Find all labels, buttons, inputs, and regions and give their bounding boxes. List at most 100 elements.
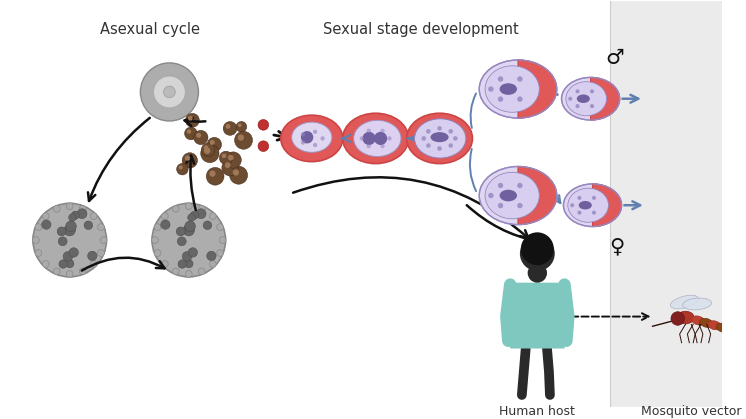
Polygon shape	[507, 283, 568, 349]
Circle shape	[188, 214, 195, 221]
Circle shape	[43, 261, 49, 267]
Polygon shape	[518, 166, 557, 225]
Circle shape	[79, 205, 86, 212]
Ellipse shape	[430, 132, 448, 142]
Circle shape	[570, 203, 574, 207]
Circle shape	[190, 211, 198, 219]
Circle shape	[161, 261, 168, 267]
Circle shape	[301, 140, 305, 145]
Circle shape	[201, 144, 219, 163]
Circle shape	[186, 271, 192, 277]
Circle shape	[196, 209, 206, 219]
Circle shape	[380, 144, 385, 148]
Circle shape	[201, 143, 215, 157]
Circle shape	[421, 136, 426, 141]
Circle shape	[448, 129, 453, 134]
Circle shape	[387, 136, 392, 140]
Circle shape	[577, 196, 581, 200]
Circle shape	[198, 205, 205, 212]
Circle shape	[321, 136, 325, 141]
Circle shape	[185, 221, 195, 232]
Circle shape	[222, 159, 239, 176]
Circle shape	[154, 250, 161, 256]
Ellipse shape	[577, 94, 590, 103]
Circle shape	[71, 211, 79, 219]
Circle shape	[69, 248, 78, 257]
Circle shape	[210, 213, 216, 220]
Circle shape	[90, 261, 97, 267]
Circle shape	[33, 203, 107, 277]
Ellipse shape	[566, 82, 606, 116]
Circle shape	[151, 237, 158, 243]
Ellipse shape	[342, 113, 409, 163]
Circle shape	[448, 143, 453, 148]
Circle shape	[258, 119, 269, 130]
Circle shape	[225, 162, 231, 168]
Circle shape	[58, 237, 67, 246]
Circle shape	[258, 141, 269, 152]
Circle shape	[521, 232, 554, 265]
Circle shape	[198, 268, 205, 275]
Circle shape	[178, 237, 186, 246]
Circle shape	[154, 76, 186, 108]
Circle shape	[216, 250, 224, 256]
Text: ♀: ♀	[609, 236, 624, 256]
Circle shape	[592, 211, 596, 215]
Circle shape	[498, 76, 504, 82]
Circle shape	[590, 89, 594, 93]
Ellipse shape	[479, 60, 557, 118]
Circle shape	[140, 63, 198, 121]
Circle shape	[360, 136, 364, 140]
Circle shape	[182, 251, 192, 261]
Circle shape	[207, 137, 222, 152]
Circle shape	[207, 251, 216, 261]
Circle shape	[517, 203, 523, 208]
Circle shape	[32, 237, 40, 243]
Circle shape	[172, 268, 179, 275]
Ellipse shape	[692, 316, 705, 325]
Circle shape	[313, 143, 317, 147]
Circle shape	[301, 132, 305, 137]
Circle shape	[223, 122, 237, 135]
Circle shape	[210, 171, 216, 177]
Circle shape	[437, 126, 442, 131]
Circle shape	[186, 114, 199, 127]
Circle shape	[66, 203, 73, 210]
Circle shape	[234, 131, 253, 149]
Circle shape	[98, 224, 104, 230]
Circle shape	[374, 132, 387, 145]
Circle shape	[498, 183, 504, 188]
Ellipse shape	[485, 172, 539, 219]
Circle shape	[222, 153, 226, 158]
Circle shape	[219, 237, 226, 243]
Circle shape	[98, 250, 104, 256]
Circle shape	[216, 224, 224, 230]
Polygon shape	[591, 78, 620, 120]
Ellipse shape	[677, 311, 695, 324]
Circle shape	[301, 131, 313, 143]
Circle shape	[64, 225, 75, 236]
Circle shape	[577, 211, 581, 215]
Text: Asexual cycle: Asexual cycle	[100, 21, 200, 36]
Circle shape	[498, 203, 504, 208]
Circle shape	[172, 205, 179, 212]
Circle shape	[363, 132, 376, 145]
Circle shape	[488, 193, 494, 198]
Circle shape	[188, 248, 198, 257]
Circle shape	[42, 220, 51, 229]
Circle shape	[366, 144, 371, 148]
Circle shape	[426, 129, 430, 134]
Ellipse shape	[683, 298, 712, 310]
Bar	[610, 1, 722, 406]
Circle shape	[35, 250, 42, 256]
Circle shape	[225, 152, 242, 168]
Circle shape	[194, 130, 208, 145]
Circle shape	[63, 251, 73, 261]
Circle shape	[176, 227, 185, 236]
Circle shape	[178, 260, 186, 268]
Circle shape	[453, 136, 457, 141]
Ellipse shape	[280, 115, 342, 162]
Circle shape	[177, 163, 188, 175]
Circle shape	[203, 221, 212, 230]
Circle shape	[100, 237, 107, 243]
